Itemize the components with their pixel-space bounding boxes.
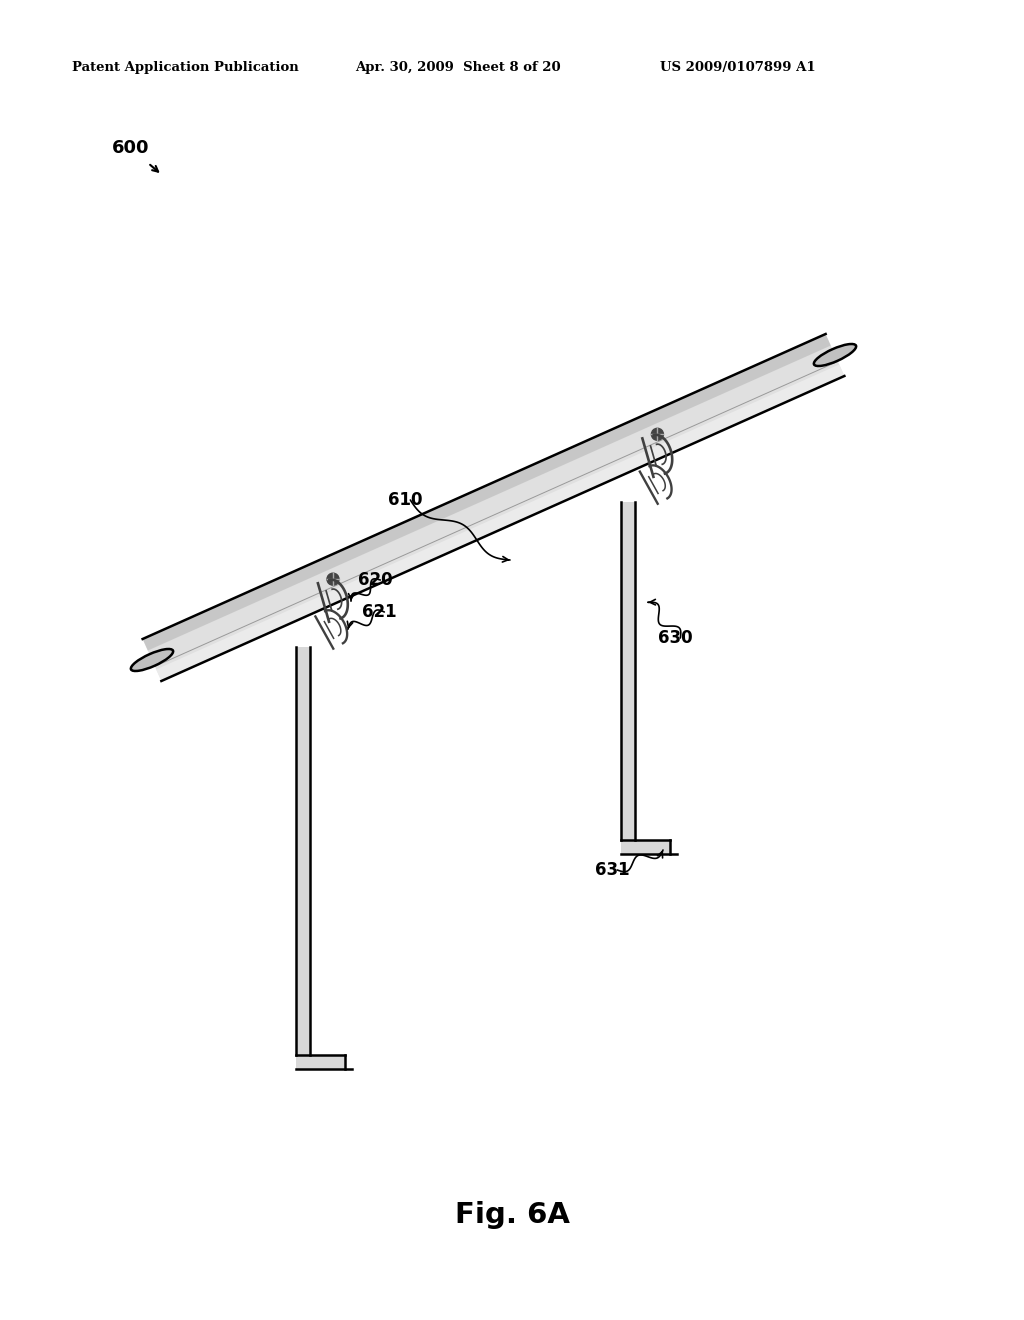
Text: 610: 610 xyxy=(388,491,423,510)
Circle shape xyxy=(327,573,339,585)
Polygon shape xyxy=(621,503,635,840)
Text: Patent Application Publication: Patent Application Publication xyxy=(72,62,299,74)
Polygon shape xyxy=(621,840,670,854)
Ellipse shape xyxy=(131,649,173,671)
Polygon shape xyxy=(142,334,845,681)
Polygon shape xyxy=(296,1055,345,1069)
Circle shape xyxy=(651,428,664,441)
Text: US 2009/0107899 A1: US 2009/0107899 A1 xyxy=(660,62,816,74)
Text: 630: 630 xyxy=(658,630,692,647)
Text: Apr. 30, 2009  Sheet 8 of 20: Apr. 30, 2009 Sheet 8 of 20 xyxy=(355,62,560,74)
Text: 621: 621 xyxy=(362,603,396,620)
Polygon shape xyxy=(157,364,845,681)
Text: Fig. 6A: Fig. 6A xyxy=(455,1201,569,1229)
Ellipse shape xyxy=(814,345,856,366)
Text: 620: 620 xyxy=(358,572,392,589)
Text: 631: 631 xyxy=(595,861,630,879)
Text: 600: 600 xyxy=(112,139,150,157)
Polygon shape xyxy=(142,334,830,651)
Polygon shape xyxy=(296,647,310,1055)
